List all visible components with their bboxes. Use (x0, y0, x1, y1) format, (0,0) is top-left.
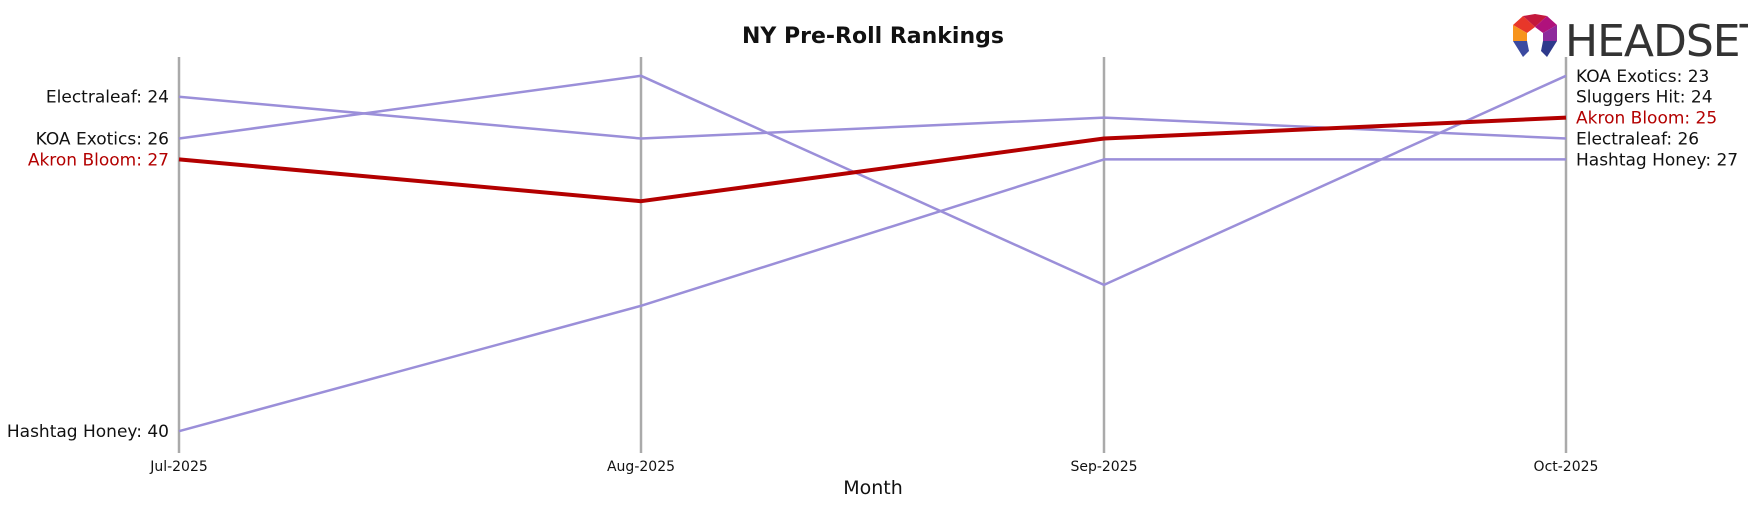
month-gridlines (177, 57, 1568, 453)
end-label-akron-bloom: Akron Bloom: 25 (1576, 109, 1717, 129)
headset-logo-icon (1513, 14, 1557, 57)
logo-text: HEADSET (1565, 16, 1748, 67)
series-line-akron-bloom (178, 115, 1567, 204)
series-line-electraleaf (178, 95, 1567, 140)
x-tick-sep-2025: Sep-2025 (1070, 459, 1137, 475)
start-label-koa-exotics: KOA Exotics: 26 (36, 130, 169, 150)
series-lines (178, 74, 1567, 433)
x-axis-ticks: Jul-2025 Aug-2025 Sep-2025 Oct-2025 (149, 459, 1598, 475)
series-line-hashtag-honey (178, 158, 1566, 433)
x-tick-jul-2025: Jul-2025 (149, 459, 208, 475)
x-tick-aug-2025: Aug-2025 (607, 459, 675, 475)
start-label-hashtag-honey: Hashtag Honey: 40 (7, 422, 169, 442)
headset-logo: HEADSET (1513, 14, 1748, 67)
chart-title: NY Pre-Roll Rankings (742, 24, 1004, 49)
x-axis-label: Month (843, 477, 903, 499)
x-tick-oct-2025: Oct-2025 (1534, 459, 1599, 475)
start-label-electraleaf: Electraleaf: 24 (46, 88, 169, 108)
end-label-sluggers-hit: Sluggers Hit: 24 (1576, 88, 1713, 108)
end-label-electraleaf: Electraleaf: 26 (1576, 130, 1699, 150)
end-label-hashtag-honey: Hashtag Honey: 27 (1576, 150, 1738, 170)
start-label-akron-bloom: Akron Bloom: 27 (28, 150, 169, 170)
series-line-koa-exotics (178, 74, 1567, 287)
end-label-koa-exotics: KOA Exotics: 23 (1576, 67, 1709, 87)
